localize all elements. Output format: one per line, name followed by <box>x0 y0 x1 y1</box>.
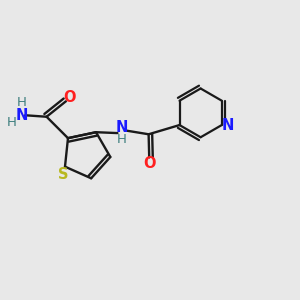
Text: N: N <box>116 120 128 135</box>
Text: S: S <box>58 167 68 182</box>
Text: N: N <box>15 108 28 123</box>
Text: N: N <box>221 118 234 133</box>
Text: O: O <box>64 90 76 105</box>
Text: H: H <box>17 96 27 109</box>
Text: H: H <box>6 116 16 129</box>
Text: O: O <box>143 156 155 171</box>
Text: H: H <box>117 133 127 146</box>
